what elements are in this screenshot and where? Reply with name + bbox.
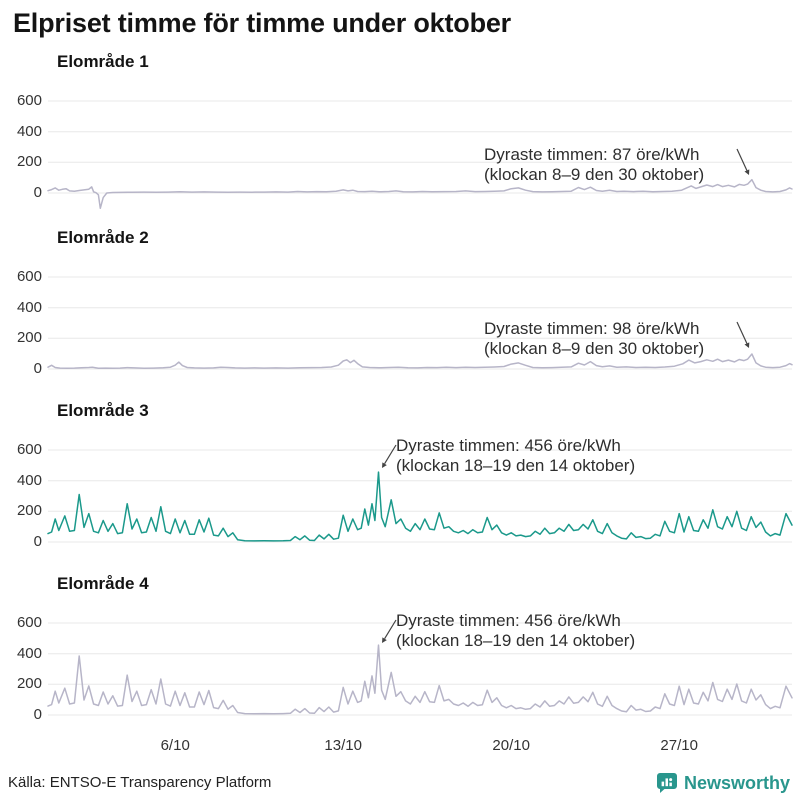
panel-elomrade-4: Elområde 4 0 200 400 600 Dyraste timmen: 45… [0,574,800,747]
x-tick-label: 27/10 [660,737,698,754]
panel-elomrade-2: Elområde 2 0 200 400 600 Dyraste timmen: 98… [0,228,800,401]
price-line [47,471,793,542]
annotation-arrowhead [382,462,387,468]
y-tick-label: 600 [16,441,42,458]
price-line [47,644,793,715]
y-tick-label: 0 [33,184,42,201]
y-tick-label: 200 [16,153,42,171]
x-axis-ticks: 6/10 13/10 20/10 27/10 [0,737,800,757]
y-tick-label: 0 [33,533,42,550]
y-tick-label: 600 [16,268,42,285]
peak-annotation-line2: (klockan 8–9 den 30 oktober) [484,339,705,358]
newsworthy-logo-icon [656,773,677,793]
page-title: Elpriset timme för timme under oktober [13,8,511,38]
peak-annotation-line1: Dyraste timmen: 456 öre/kWh [396,436,621,455]
peak-annotation-line2: (klockan 8–9 den 30 oktober) [484,165,705,184]
annotation-arrow [736,148,748,171]
y-tick-label: 600 [16,614,42,631]
peak-annotation-line1: Dyraste timmen: 98 öre/kWh [484,319,700,338]
brand-name: Newsworthy [683,772,790,793]
y-tick-label: 0 [33,706,42,723]
x-tick-label: 20/10 [492,737,530,754]
panel-title: Elområde 2 [57,228,149,247]
annotation-arrow [736,321,748,344]
y-tick-label: 600 [16,92,42,109]
annotation-arrowhead [744,342,750,348]
peak-annotation: Dyraste timmen: 456 öre/kWh (klockan 18–… [396,611,635,651]
annotation-arrowhead [382,637,387,643]
x-tick-label: 13/10 [324,737,362,754]
y-tick-label: 0 [33,360,42,377]
panel-title: Elområde 1 [57,52,149,71]
y-tick-label: 400 [16,298,42,316]
panel-elomrade-1: Elområde 1 0 200 400 600 Dyraste timmen: 87… [0,52,800,225]
newsworthy-brand: Newsworthy [656,772,790,794]
y-tick-label: 400 [16,471,42,489]
peak-annotation-line2: (klockan 18–19 den 14 oktober) [396,631,636,650]
line-plot [47,444,793,543]
line-plot [47,100,793,210]
price-line [47,353,793,369]
panel-title: Elområde 3 [57,401,149,420]
y-tick-label: 400 [16,644,42,662]
peak-annotation-line2: (klockan 18–19 den 14 oktober) [396,456,636,475]
y-tick-label: 200 [16,675,42,693]
y-tick-label: 200 [16,502,42,520]
peak-annotation: Dyraste timmen: 98 öre/kWh (klockan 8–9 … [484,319,704,359]
annotation-arrow [384,444,397,465]
annotation-arrowhead [744,169,750,175]
peak-annotation: Dyraste timmen: 456 öre/kWh (klockan 18–… [396,436,635,476]
peak-annotation-line1: Dyraste timmen: 87 öre/kWh [484,145,700,164]
peak-annotation-line1: Dyraste timmen: 456 öre/kWh [396,611,621,630]
annotation-arrow [384,619,397,640]
line-plot [47,276,793,370]
panel-title: Elområde 4 [57,574,149,593]
line-plot [47,619,793,716]
source-note: Källa: ENTSO-E Transparency Platform [8,774,272,791]
price-line [47,178,793,210]
panel-elomrade-3: Elområde 3 0 200 400 600 Dyraste timmen: 45… [0,401,800,574]
y-tick-label: 400 [16,122,42,140]
peak-annotation: Dyraste timmen: 87 öre/kWh (klockan 8–9 … [484,145,704,185]
x-tick-label: 6/10 [160,737,190,754]
y-tick-label: 200 [16,329,42,347]
